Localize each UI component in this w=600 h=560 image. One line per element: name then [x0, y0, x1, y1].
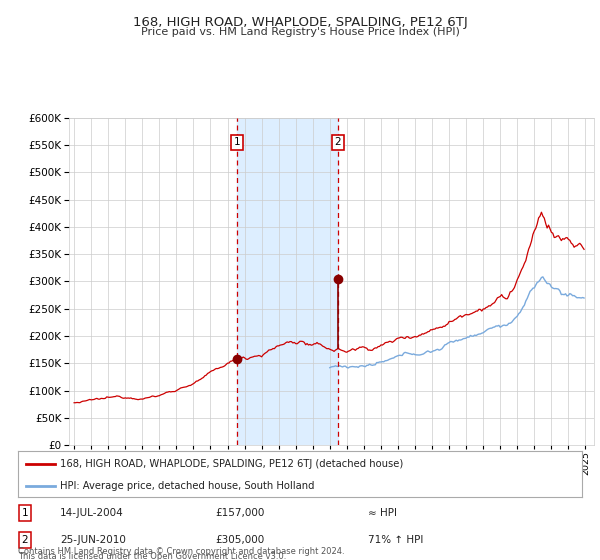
Text: 2: 2: [22, 535, 28, 545]
Text: 1: 1: [233, 137, 240, 147]
Text: £157,000: £157,000: [215, 508, 265, 518]
Text: 2: 2: [335, 137, 341, 147]
Text: This data is licensed under the Open Government Licence v3.0.: This data is licensed under the Open Gov…: [18, 552, 286, 560]
Bar: [237, 118, 338, 445]
Text: Contains HM Land Registry data © Crown copyright and database right 2024.: Contains HM Land Registry data © Crown c…: [18, 547, 344, 556]
Text: 1: 1: [22, 508, 28, 518]
Text: £305,000: £305,000: [215, 535, 265, 545]
Text: ≈ HPI: ≈ HPI: [368, 508, 397, 518]
Text: 168, HIGH ROAD, WHAPLODE, SPALDING, PE12 6TJ (detached house): 168, HIGH ROAD, WHAPLODE, SPALDING, PE12…: [60, 459, 404, 469]
Text: Price paid vs. HM Land Registry's House Price Index (HPI): Price paid vs. HM Land Registry's House …: [140, 27, 460, 37]
Text: HPI: Average price, detached house, South Holland: HPI: Average price, detached house, Sout…: [60, 481, 315, 491]
Text: 25-JUN-2010: 25-JUN-2010: [60, 535, 126, 545]
Text: 14-JUL-2004: 14-JUL-2004: [60, 508, 124, 518]
Text: 71% ↑ HPI: 71% ↑ HPI: [368, 535, 423, 545]
Text: 168, HIGH ROAD, WHAPLODE, SPALDING, PE12 6TJ: 168, HIGH ROAD, WHAPLODE, SPALDING, PE12…: [133, 16, 467, 29]
